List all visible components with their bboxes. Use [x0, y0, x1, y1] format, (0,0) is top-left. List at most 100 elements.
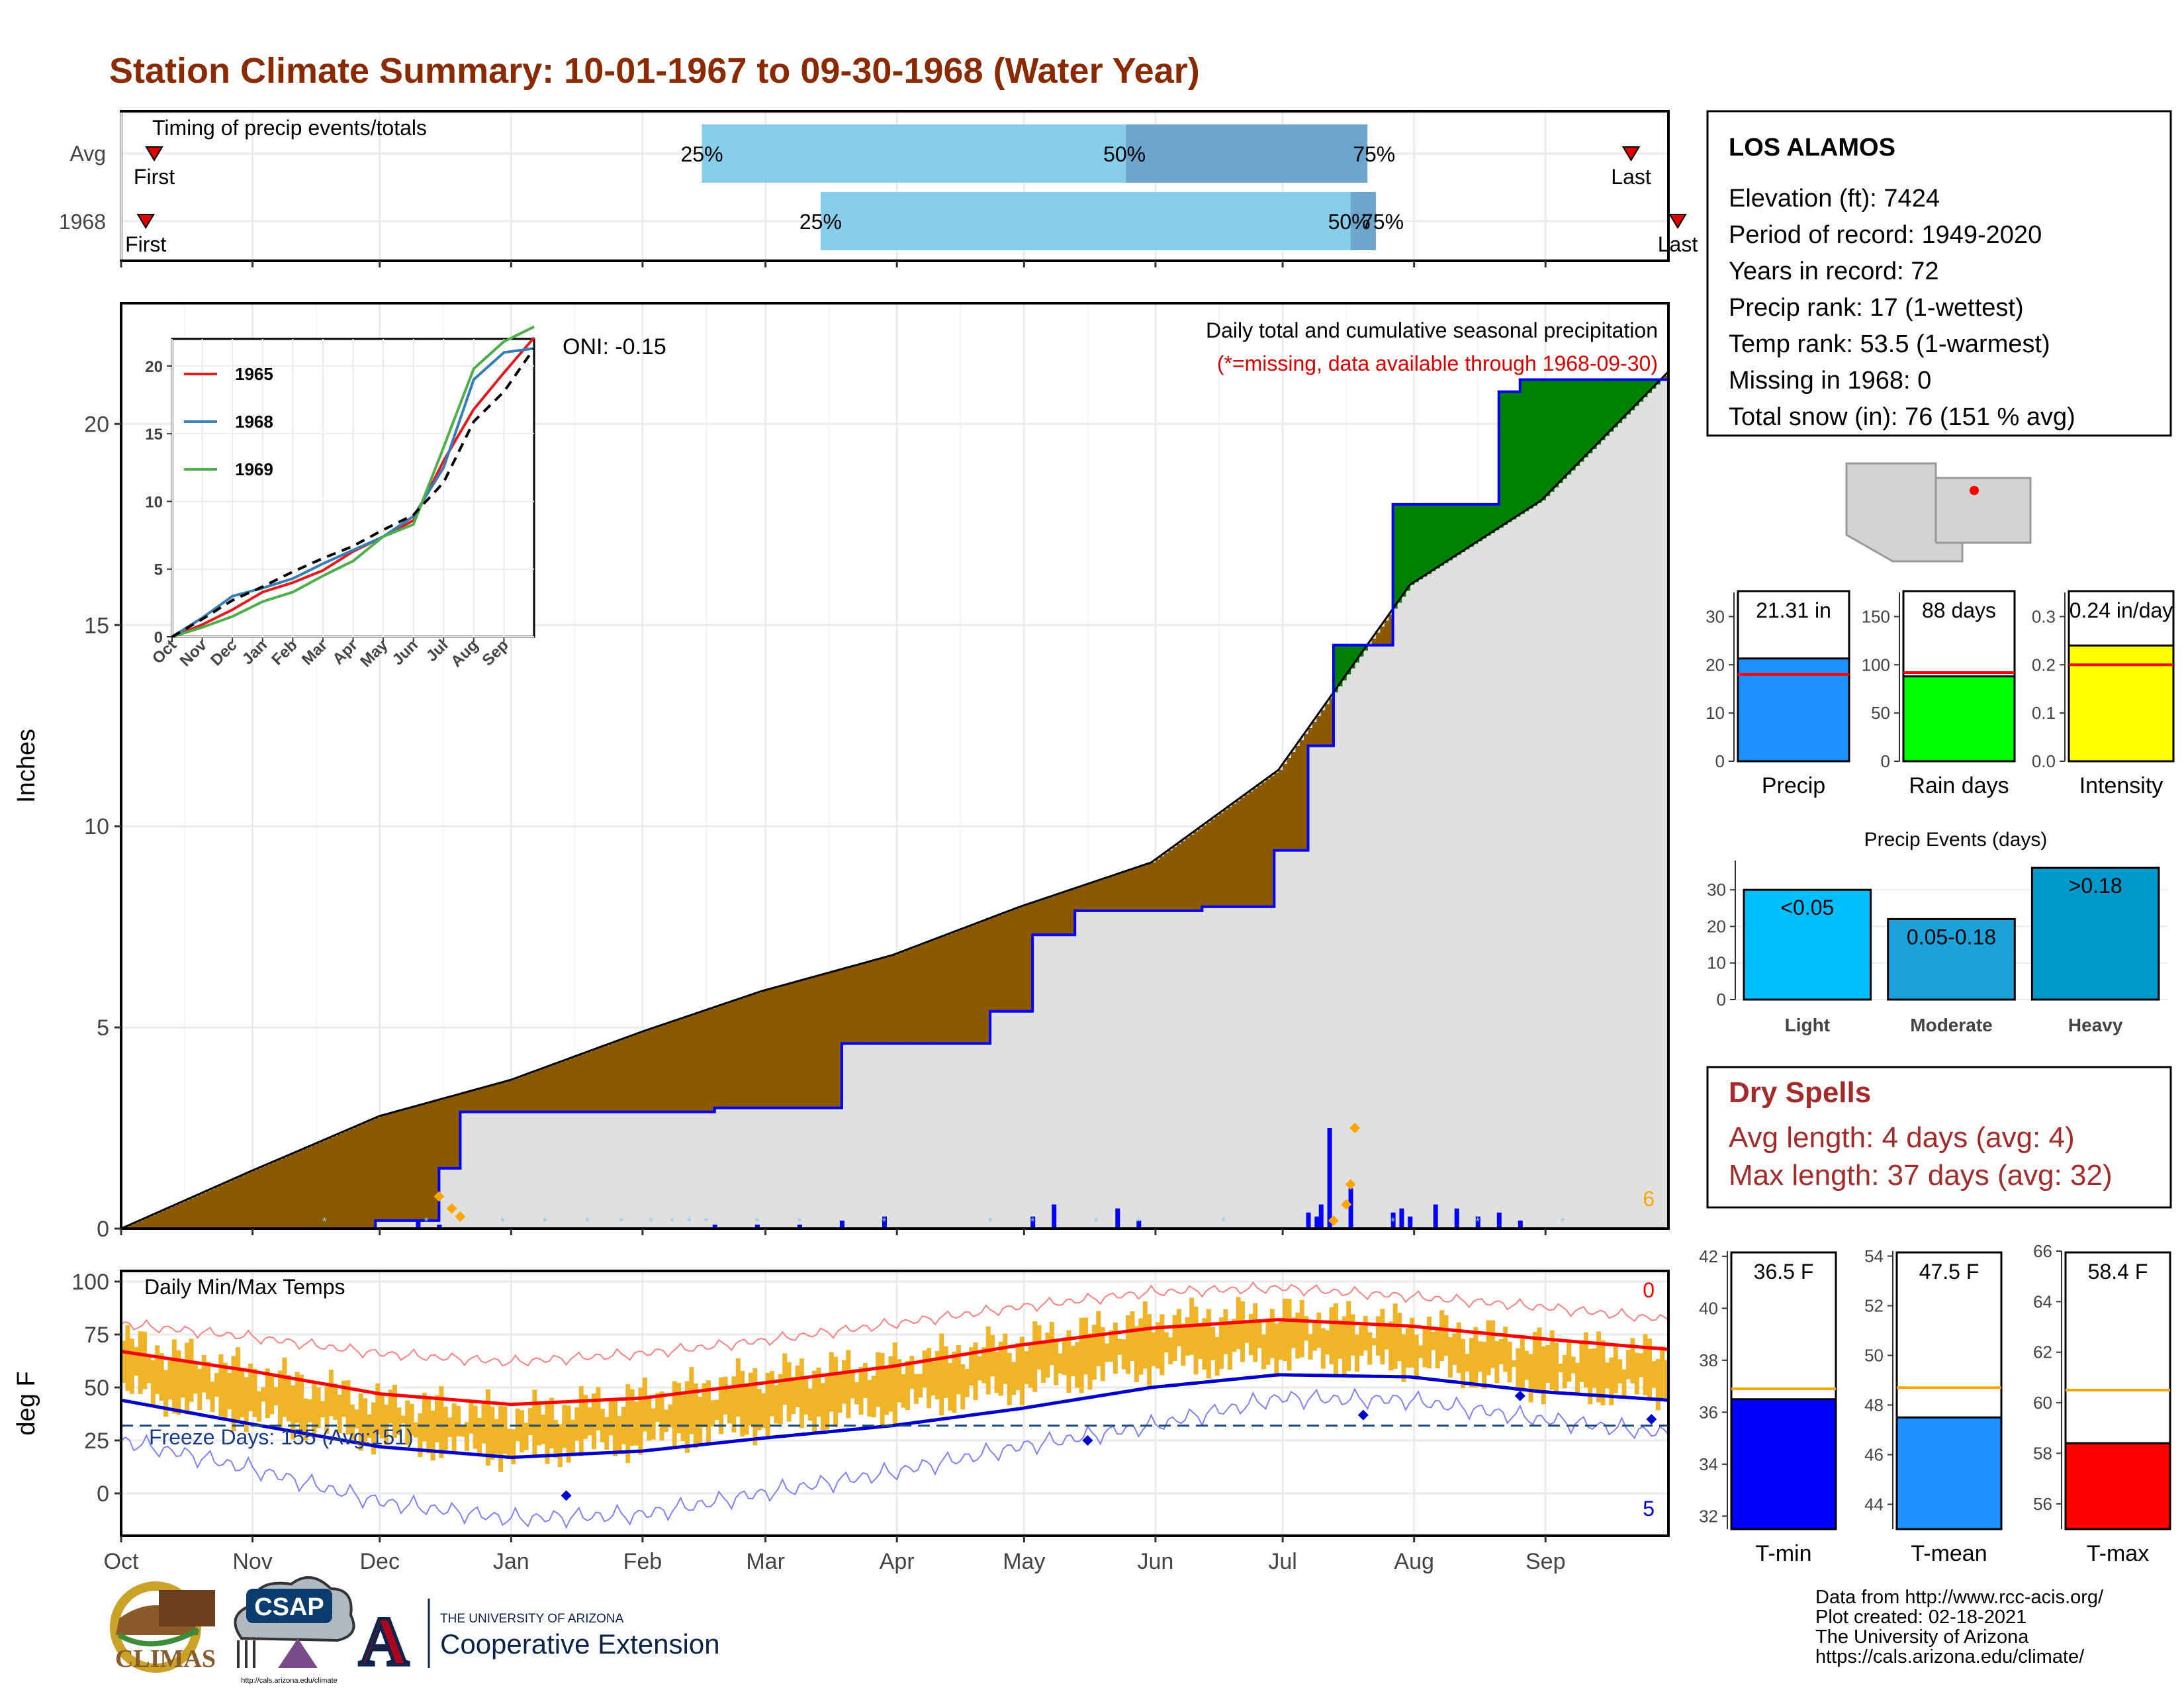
daily-temp-bar: [931, 1362, 936, 1396]
precip-panel: * * * * * * * * * * * * * * * * * * * * * 0 5 10 15 20 Inches Da…: [13, 302, 1670, 1242]
daily-precip-bar: [712, 1224, 717, 1229]
daily-temp-bar: [803, 1379, 809, 1415]
precip-departure-bar: [1630, 379, 1635, 410]
events-ytick-10: 10: [1707, 953, 1726, 973]
daily-temp-bar: [1312, 1321, 1317, 1351]
daily-temp-bar: [460, 1426, 465, 1437]
daily-temp-bar: [1151, 1332, 1156, 1366]
daily-temp-bar: [1232, 1319, 1237, 1352]
daily-temp-bar: [520, 1410, 525, 1453]
precip-departure-bar: [812, 977, 817, 1108]
daily-temp-bar: [880, 1352, 885, 1428]
daily-temp-bar: [1155, 1322, 1160, 1369]
events-category-heavy: Heavy: [2068, 1015, 2123, 1035]
daily-temp-bar: [1473, 1327, 1479, 1388]
precip-departure-bar: [1384, 620, 1389, 645]
snow-marker: *: [1390, 1215, 1395, 1229]
timing-avg-bar-50-75: [1126, 124, 1368, 183]
precip-departure-bar: [625, 1037, 631, 1112]
precip-departure-bar: [1621, 379, 1627, 419]
daily-temp-bar: [1558, 1363, 1563, 1372]
precip-departure-bar: [1121, 872, 1126, 911]
daily-temp-bar: [1342, 1316, 1347, 1375]
precip-departure-bar: [1091, 882, 1097, 911]
precip-departure-bar: [1248, 791, 1253, 907]
daily-temp-bar: [443, 1407, 448, 1450]
precip-ytick-30: 30: [1706, 606, 1725, 626]
daily-temp-bar: [481, 1403, 486, 1444]
intensity-ytick-0.0: 0.0: [2032, 751, 2056, 771]
precip-departure-bar: [596, 1049, 601, 1112]
precip-departure-bar: [295, 1152, 300, 1229]
precip-departure-bar: [931, 940, 936, 1044]
precip-ytick-10: 10: [84, 814, 109, 839]
precip-departure-bar: [1583, 379, 1588, 457]
precip-departure-bar: [201, 1193, 206, 1229]
inset-line-1968: [171, 347, 535, 638]
t-max-ytick-64: 64: [2033, 1291, 2052, 1311]
daily-temp-bar: [1664, 1360, 1669, 1399]
inset-legend-label-1969: 1969: [235, 459, 273, 479]
precip-departure-bar: [312, 1145, 317, 1229]
precip-ytick-20: 20: [84, 412, 109, 437]
precip-departure-bar: [1558, 379, 1563, 483]
precip-departure-bar: [532, 1072, 537, 1112]
daily-temp-bar: [371, 1402, 376, 1455]
t-mean-ytick-44: 44: [1864, 1495, 1884, 1515]
daily-temp-bar: [1363, 1315, 1368, 1351]
precip-departure-bar: [286, 1156, 291, 1229]
intensity-ytick-0.3: 0.3: [2032, 606, 2056, 626]
precip-departure-bar: [1058, 894, 1063, 935]
daily-temp-bar: [214, 1373, 219, 1397]
daily-temp-bar: [1299, 1299, 1304, 1358]
daily-temp-bar: [1274, 1323, 1279, 1378]
precip-departure-bar: [680, 1018, 686, 1112]
precip-departure-bar: [1592, 379, 1597, 449]
precip-ytick-5: 5: [97, 1015, 109, 1041]
rain-days-ytick-100: 100: [1862, 655, 1890, 675]
precip-departure-bar: [1172, 847, 1177, 911]
ua-small-text: THE UNIVERSITY OF ARIZONA: [440, 1612, 624, 1626]
month-label-Jul: Jul: [1268, 1549, 1297, 1574]
precip-departure-bar: [867, 962, 872, 1044]
daily-temp-bar: [1083, 1317, 1089, 1375]
daily-temp-bar: [163, 1370, 169, 1417]
observed-cumulative-line: [121, 371, 1670, 1230]
station-missing: Missing in 1968: 0: [1729, 367, 1931, 395]
temp-ytick-0: 0: [97, 1481, 109, 1507]
daily-temp-bar: [256, 1391, 261, 1422]
daily-temp-bar: [541, 1415, 546, 1444]
precip-departure-bar: [1045, 898, 1050, 935]
precip-departure-bar: [1253, 788, 1258, 907]
precip-departure-bar: [1533, 379, 1538, 506]
daily-temp-bar: [647, 1397, 652, 1441]
daily-temp-bar: [506, 1429, 512, 1456]
daily-temp-bar: [125, 1325, 130, 1391]
precip-departure-bar: [1036, 901, 1042, 935]
precip-departure-bar: [897, 953, 902, 1044]
precip-departure-bar: [490, 1085, 495, 1112]
daily-temp-bar: [1604, 1362, 1610, 1389]
daily-temp-bar: [922, 1350, 927, 1388]
ua-extension-text: Cooperative Extension: [440, 1628, 720, 1660]
daily-temp-bar: [888, 1356, 893, 1412]
month-label-May: May: [1003, 1549, 1045, 1574]
daily-temp-bar: [129, 1338, 134, 1394]
t-mean-bar: [1895, 1416, 2003, 1530]
precip-departure-bar: [1283, 764, 1288, 851]
precip-departure-bar: [1130, 869, 1135, 911]
precip-ylabel: Inches: [13, 729, 40, 803]
precip-departure-bar: [1028, 904, 1033, 1011]
events-bar-light: [1743, 888, 1872, 1001]
daily-temp-bar: [918, 1374, 923, 1398]
precip-departure-bar: [1447, 504, 1453, 561]
precip-departure-bar: [918, 945, 923, 1044]
precip-departure-bar: [1639, 379, 1644, 402]
precip-departure-bar: [1575, 379, 1580, 466]
inset-line-1969: [171, 325, 535, 638]
precip-departure-bar: [1079, 886, 1084, 911]
daily-temp-bar: [1240, 1301, 1246, 1362]
daily-temp-bar: [1397, 1313, 1402, 1362]
precip-departure-bar: [1032, 902, 1038, 935]
snow-marker: *: [1136, 1215, 1141, 1229]
